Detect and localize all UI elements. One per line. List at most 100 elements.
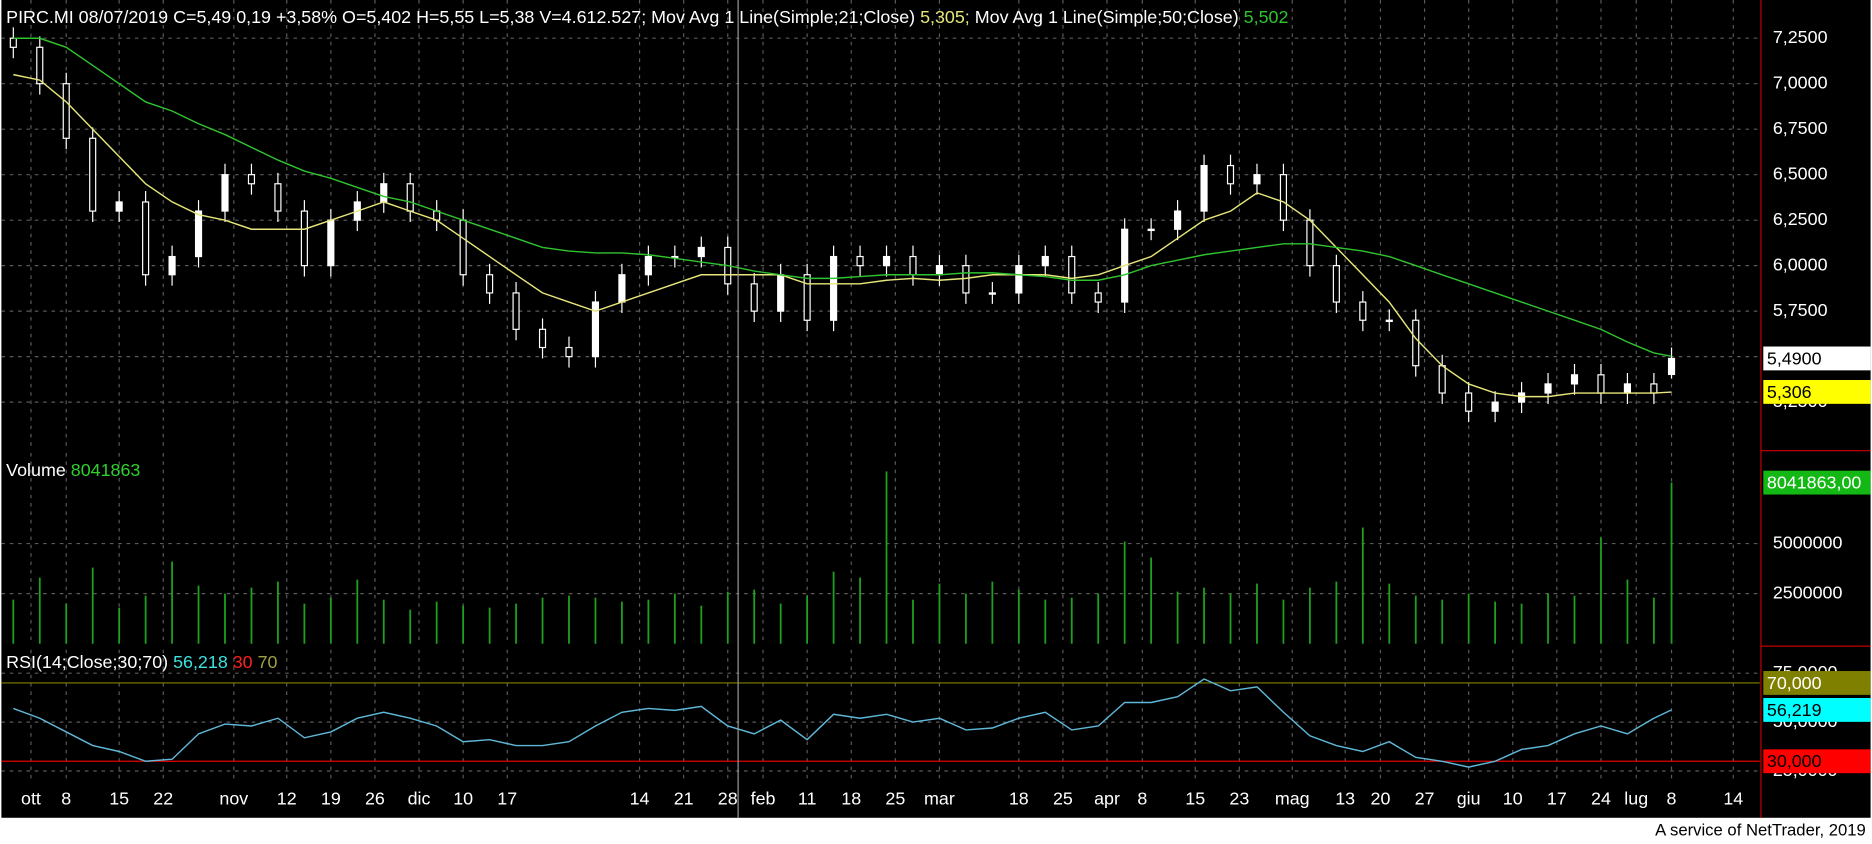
title-part: 5,305;: [920, 7, 970, 27]
price-tag-label: 5,306: [1767, 382, 1812, 402]
candle-body: [247, 174, 256, 185]
x-tick-label: 8: [61, 789, 71, 809]
volume-bar: [1309, 587, 1311, 644]
candle-body: [697, 246, 705, 258]
y-tick-label: 5,7500: [1773, 300, 1828, 320]
volume-bar: [541, 597, 544, 644]
volume-bar: [779, 603, 782, 644]
panel: 5,25005,50005,75006,00006,25006,50006,75…: [1, 0, 1871, 450]
candle-body: [1438, 365, 1446, 394]
volume-bar: [197, 585, 200, 644]
y-tick-label: 5000000: [1773, 532, 1843, 552]
volume-bar: [1547, 593, 1549, 644]
volume-bar: [1441, 599, 1444, 644]
line: [13, 678, 1672, 768]
volume-bar: [1203, 587, 1205, 644]
x-tick-label: 25: [885, 789, 905, 809]
x-tick-label: 25: [1053, 789, 1073, 809]
volume-bar: [224, 593, 226, 644]
volume-bar: [673, 593, 676, 644]
volume-bar: [144, 595, 147, 644]
line: [13, 73, 1672, 398]
volume-bar: [356, 579, 359, 644]
volume-bar: [1123, 541, 1126, 644]
x-tick-label: 18: [1009, 789, 1029, 809]
volume-bar: [806, 595, 809, 644]
volume-bar: [1361, 527, 1364, 644]
candle-body: [1491, 401, 1499, 412]
candle-body: [221, 174, 229, 212]
volume-bar: [726, 591, 729, 644]
title-part: 56,218: [173, 652, 228, 672]
candle-body: [142, 201, 150, 276]
candle-body: [1359, 301, 1367, 321]
candle-body: [459, 219, 467, 276]
candle-body: [856, 255, 864, 267]
x-tick-label: 24: [1591, 789, 1611, 809]
candle-body: [1094, 292, 1102, 303]
x-tick-label: 22: [153, 789, 173, 809]
candle-body: [565, 346, 573, 358]
title-part: PIRC.MI 08/07/2019 C=5,49 0,19 +3,58% O=…: [6, 7, 646, 27]
candle-body: [1667, 357, 1676, 376]
x-tick-label: nov: [219, 789, 248, 809]
panel: 25,000050,000075,000070,00056,21930,000R…: [1, 649, 1871, 809]
candle-body: [644, 255, 652, 276]
x-tick-label: giu: [1457, 789, 1481, 809]
candle-body: [591, 301, 600, 358]
volume-bar: [1070, 597, 1073, 644]
x-tick-label: 19: [321, 789, 341, 809]
volume-bar: [1652, 597, 1655, 644]
candle-body: [882, 255, 891, 267]
price-tag: [1763, 380, 1871, 404]
volume-bar: [1600, 537, 1602, 644]
candle-body: [909, 255, 917, 276]
y-tick-label: 7,2500: [1773, 27, 1828, 47]
volume-bar: [91, 567, 94, 644]
candle-body: [512, 292, 520, 330]
price-tag-label: 56,219: [1767, 700, 1822, 720]
volume-bar: [277, 581, 279, 644]
x-tick-label: 10: [1503, 789, 1523, 809]
candle-body: [168, 255, 176, 276]
volume-bar: [1520, 603, 1523, 644]
x-tick-label: 20: [1371, 789, 1391, 809]
volume-bar: [1150, 557, 1153, 644]
candle-body: [988, 292, 996, 295]
x-tick-label: 17: [1547, 789, 1567, 809]
volume-bar: [435, 601, 438, 644]
candle-body: [1650, 383, 1658, 394]
title-part: Volume: [6, 460, 66, 480]
candle-body: [1570, 374, 1579, 385]
volume-bar: [859, 577, 861, 644]
title-part: Mov Avg 1 Line(Simple;50;Close): [975, 7, 1239, 27]
volume-bar: [409, 609, 412, 644]
candle-body: [1253, 174, 1261, 185]
volume-bar: [1335, 581, 1338, 644]
candle-body: [1200, 164, 1208, 212]
x-tick-label: 15: [109, 789, 129, 809]
volume-bar: [515, 603, 517, 644]
panel: 2500000 5000000 8041863,00 Volume 8041863: [1, 452, 1871, 644]
candle-body: [1597, 374, 1605, 394]
volume-bar: [12, 599, 15, 644]
volume-bar: [1467, 593, 1470, 644]
volume-bar: [382, 599, 385, 644]
price-tag-label: 70,000: [1767, 673, 1822, 693]
volume-bar: [488, 607, 491, 644]
candle-body: [406, 183, 414, 212]
volume-bar: [1388, 583, 1391, 644]
volume-bar: [647, 599, 650, 644]
volume-bar: [1097, 593, 1100, 644]
volume-bar: [462, 605, 465, 644]
title-part: 8041863: [71, 460, 141, 480]
x-tick-label: mag: [1275, 789, 1310, 809]
price-tag: [1763, 698, 1871, 722]
candle-body: [1068, 255, 1076, 294]
volume-bar: [912, 599, 914, 644]
volume-bar: [938, 583, 941, 644]
panel-title: RSI(14;Close;30;70) 56,218 30 70: [6, 652, 277, 672]
x-tick-label: 23: [1229, 789, 1249, 809]
price-tag: [1763, 470, 1871, 495]
volume-bar: [250, 587, 253, 644]
